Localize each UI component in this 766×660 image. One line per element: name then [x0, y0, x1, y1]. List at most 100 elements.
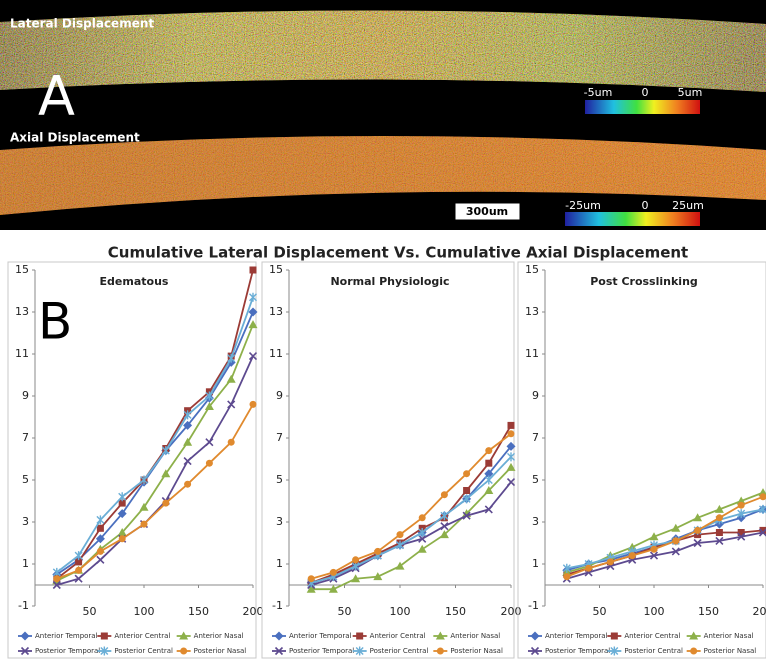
marker [227, 375, 236, 383]
marker [206, 460, 213, 467]
page: Lateral Displacement A Axial Displacemen… [0, 0, 766, 660]
legend-marker [21, 632, 30, 641]
legend-label: Posterior Nasal [704, 647, 757, 655]
marker [463, 470, 470, 477]
marker [97, 548, 104, 555]
y-tick-label: 15 [269, 263, 283, 276]
x-tick-label: 200 [243, 605, 264, 618]
marker [206, 439, 213, 446]
y-tick-label: -1 [272, 599, 283, 612]
marker [228, 439, 235, 446]
legend-label: Posterior Temporal [545, 647, 610, 655]
marker [485, 476, 492, 485]
series-line [567, 530, 763, 574]
scale-bar-label: 300um [466, 205, 508, 218]
y-tick-label: 5 [276, 473, 283, 486]
x-tick-label: 100 [390, 605, 411, 618]
chart-title: Normal Physiologic [330, 275, 449, 288]
legend-label: Posterior Temporal [289, 647, 354, 655]
panel-b-label: B [38, 293, 72, 351]
colorbar-label: 25um [672, 199, 704, 212]
legend-label: Posterior Central [370, 647, 429, 655]
y-tick-label: -1 [18, 599, 29, 612]
y-tick-label: 7 [22, 431, 29, 444]
y-tick-label: 3 [532, 515, 539, 528]
legend-marker [437, 648, 444, 655]
series-line [311, 425, 511, 583]
marker [463, 487, 470, 494]
legend-label: Anterior Central [624, 632, 680, 640]
legend-label: Anterior Temporal [35, 632, 98, 640]
series-line [311, 457, 511, 583]
marker [75, 551, 82, 560]
marker [671, 524, 680, 532]
axial-colorbar [565, 212, 700, 226]
marker [485, 447, 492, 454]
marker [119, 492, 126, 501]
x-tick-label: 50 [83, 605, 97, 618]
marker [119, 535, 126, 542]
x-tick-label: 100 [134, 605, 155, 618]
marker [629, 552, 636, 559]
y-tick-label: 5 [22, 473, 29, 486]
marker [228, 401, 235, 408]
marker [352, 556, 359, 563]
marker [508, 422, 515, 429]
marker [184, 458, 191, 465]
marker [374, 548, 381, 555]
legend-marker [180, 648, 187, 655]
chart-title: Post Crosslinking [590, 275, 698, 288]
x-tick-label: 150 [445, 605, 466, 618]
colorbar-label: 0 [642, 86, 649, 99]
marker [418, 545, 427, 553]
series-line [311, 446, 511, 583]
chart-title: Edematous [100, 275, 169, 288]
y-tick-label: 11 [525, 347, 539, 360]
y-tick-label: 7 [276, 431, 283, 444]
marker [672, 537, 679, 544]
marker [97, 556, 104, 563]
colorbar-label: -25um [565, 199, 601, 212]
legend-marker [101, 633, 108, 640]
marker [508, 430, 515, 437]
y-tick-label: 1 [22, 557, 29, 570]
marker [184, 481, 191, 488]
figure: Lateral Displacement A Axial Displacemen… [0, 0, 766, 660]
legend-label: Anterior Nasal [194, 632, 244, 640]
y-tick-label: 15 [15, 263, 29, 276]
series-line [57, 270, 253, 579]
series-line [567, 533, 763, 579]
marker [441, 491, 448, 498]
legend-label: Posterior Central [624, 647, 683, 655]
legend-marker [611, 633, 618, 640]
x-tick-label: 150 [698, 605, 719, 618]
y-tick-label: 13 [15, 305, 29, 318]
marker [508, 479, 515, 486]
marker [250, 401, 257, 408]
marker [206, 392, 213, 401]
lateral-colorbar [585, 100, 700, 114]
legend-label: Anterior Central [114, 632, 170, 640]
y-tick-label: -1 [528, 599, 539, 612]
lateral-title: Lateral Displacement [10, 17, 154, 31]
marker [508, 452, 515, 461]
x-tick-label: 50 [338, 605, 352, 618]
marker [183, 438, 192, 446]
axial-title: Axial Displacement [10, 131, 140, 145]
y-tick-label: 11 [15, 347, 29, 360]
marker [162, 500, 169, 507]
panel-frame [262, 262, 514, 658]
marker [53, 575, 60, 582]
series-line [567, 497, 763, 577]
marker [485, 460, 492, 467]
figure-title: Cumulative Lateral Displacement Vs. Cumu… [108, 244, 688, 262]
marker [419, 514, 426, 521]
legend-label: Posterior Nasal [194, 647, 247, 655]
colorbar-label: 5um [678, 86, 703, 99]
marker [694, 527, 701, 534]
marker [651, 546, 658, 553]
y-tick-label: 1 [532, 557, 539, 570]
marker [397, 531, 404, 538]
series-line [57, 297, 253, 572]
legend-marker [690, 648, 697, 655]
